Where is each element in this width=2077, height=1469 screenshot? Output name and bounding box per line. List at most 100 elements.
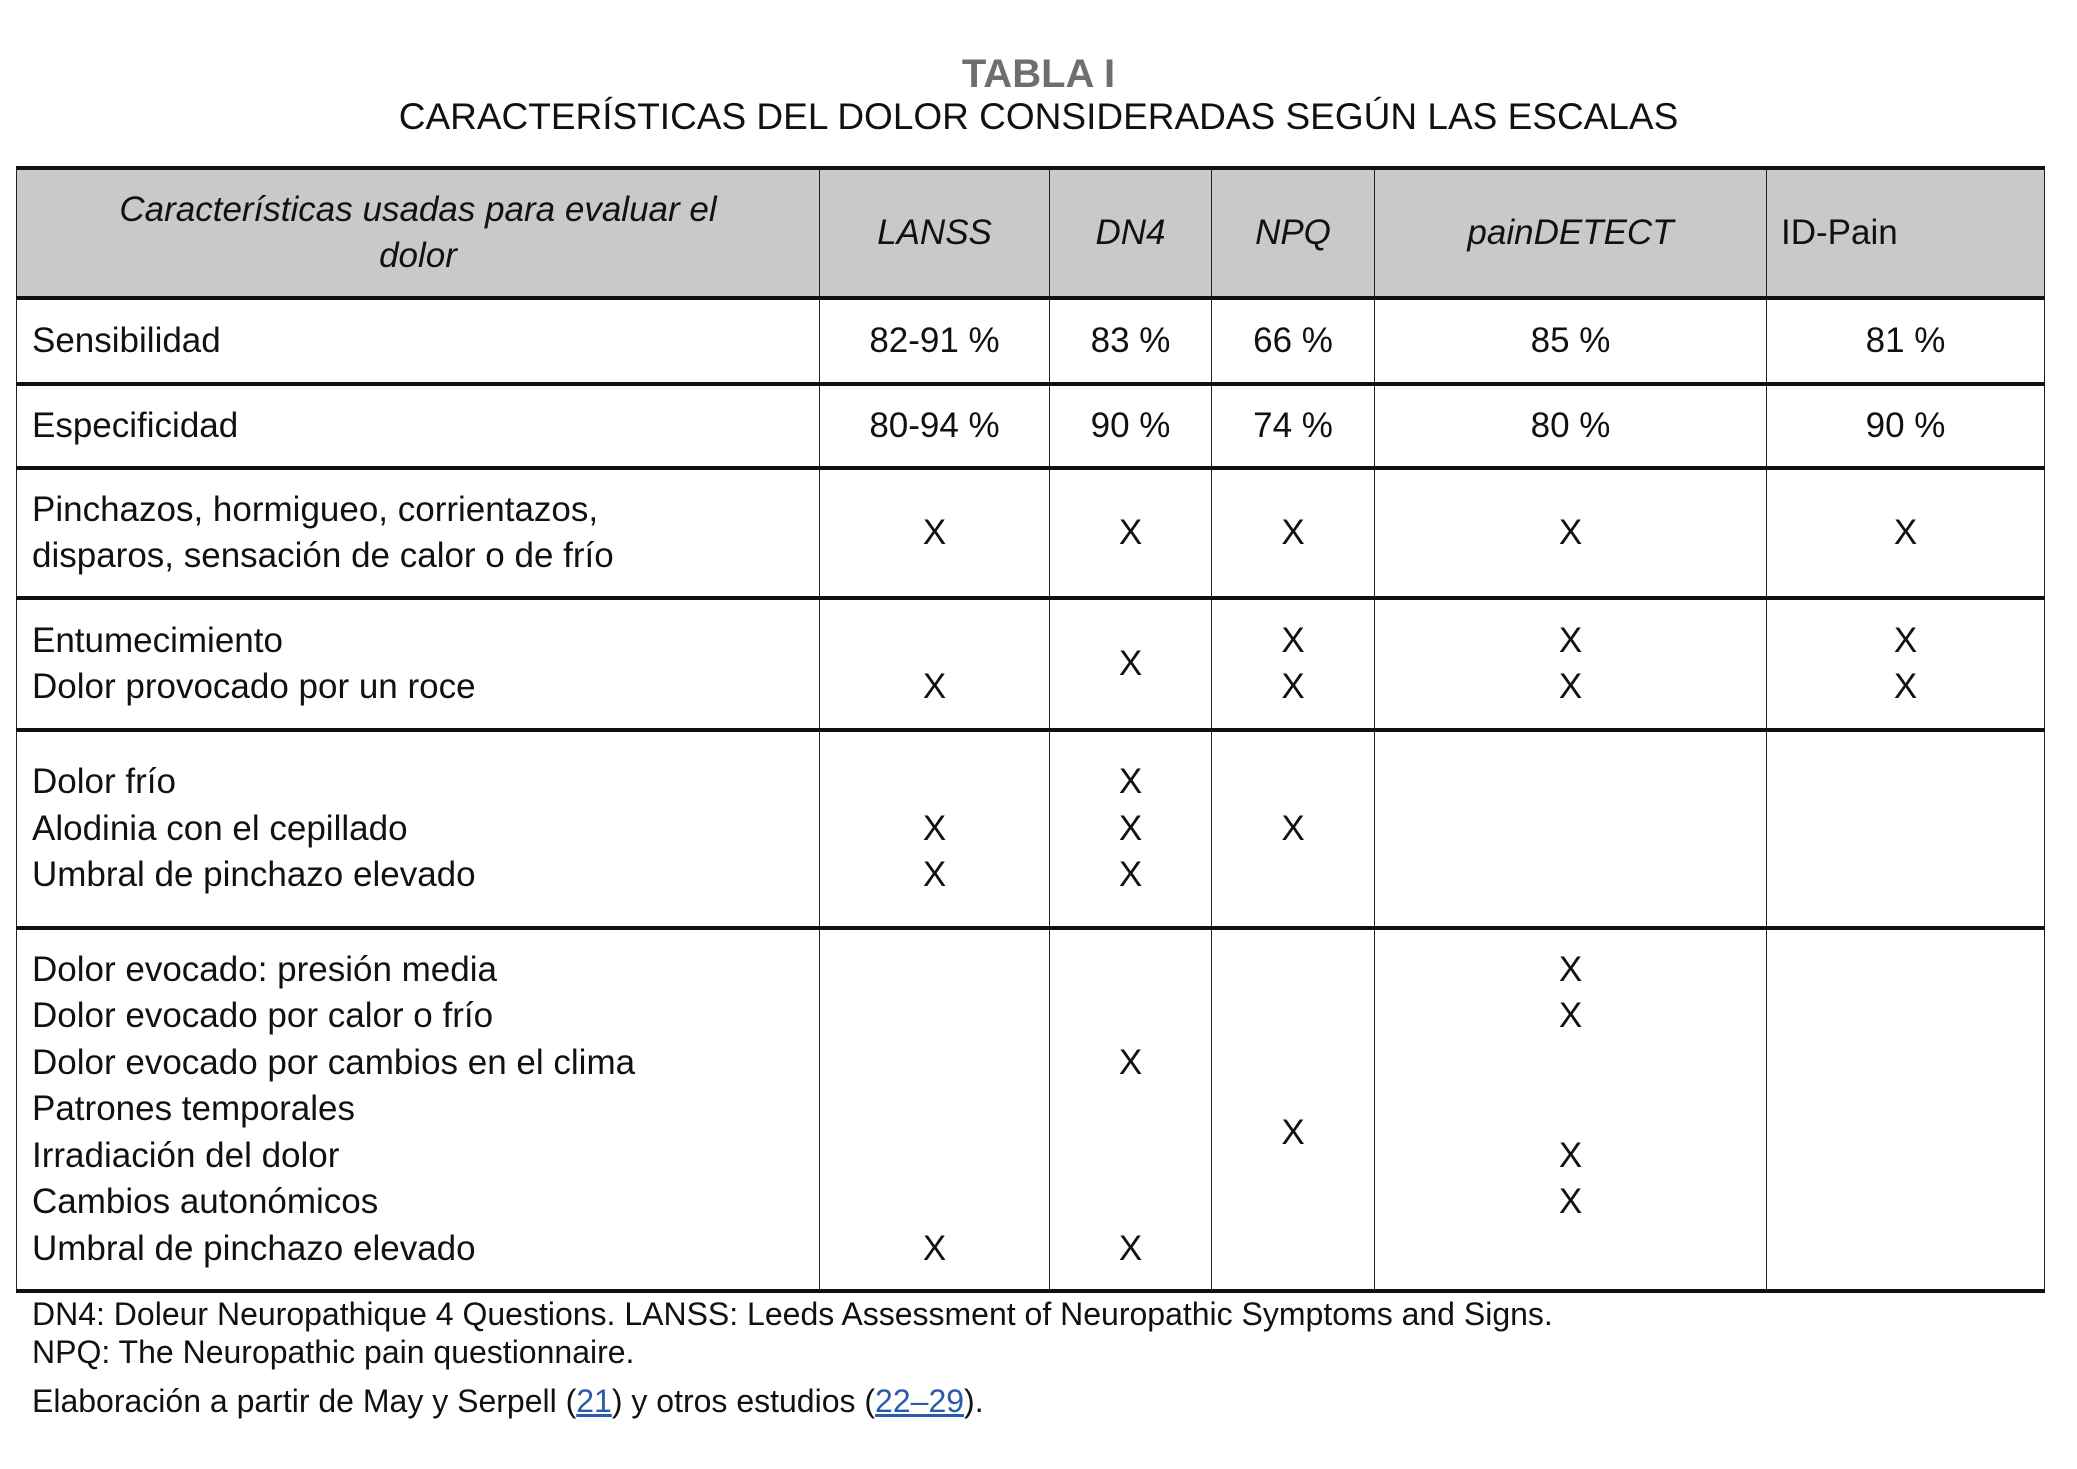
table-row: Dolor evocado: presión media Dolor evocad… — [16, 926, 2045, 1293]
cell-value — [820, 759, 1049, 806]
cell-id-pain — [1766, 728, 2045, 930]
cell-npq: 66 % — [1211, 296, 1375, 386]
header-paindetect: painDETECT — [1374, 166, 1767, 300]
cell-value — [820, 1133, 1049, 1180]
check-mark: X — [1281, 620, 1305, 660]
cell-paindetect: 80 % — [1374, 382, 1767, 470]
row-label: Dolor evocado: presión media Dolor evocad… — [16, 926, 820, 1293]
cell-value: 90 % — [1090, 405, 1171, 445]
header-id-pain: ID-Pain — [1766, 166, 2045, 300]
cell-value — [820, 618, 1049, 665]
row-label: Sensibilidad — [16, 296, 820, 386]
check-mark: X — [1118, 855, 1143, 895]
cell-dn4: X — [1049, 596, 1212, 732]
cell-value: 81 % — [1865, 320, 1946, 360]
check-mark: X — [1281, 808, 1305, 848]
table-title: TABLA I — [961, 52, 1116, 96]
check-mark: X — [1558, 620, 1583, 660]
check-mark: X — [1558, 1182, 1583, 1222]
cell-value — [820, 993, 1049, 1040]
footnote-source: Elaboración a partir de May y Serpell (2… — [32, 1383, 984, 1419]
check-mark: X — [1281, 512, 1305, 552]
table-row: Sensibilidad 82-91 % 83 % 66 % 85 % 81 % — [16, 296, 2045, 386]
check-mark: X — [1558, 1135, 1583, 1175]
cell-value: 80-94 % — [869, 405, 1000, 445]
check-mark: X — [922, 808, 947, 848]
cell-value — [820, 947, 1049, 994]
table-row: Entumecimiento Dolor provocado por un roc… — [16, 596, 2045, 732]
row-label: Dolor frío Alodinia con el cepillado Umbra… — [16, 728, 820, 930]
table-header-row: Características usadas para evaluar el d… — [16, 166, 2045, 300]
cell-value — [1050, 1133, 1211, 1180]
check-mark: X — [922, 855, 947, 895]
cell-value — [820, 1179, 1049, 1226]
cell-lanss: 80-94 % — [819, 382, 1050, 470]
check-mark: X — [1281, 667, 1305, 706]
check-mark: X — [1893, 512, 1918, 552]
header-dn4: DN4 — [1049, 166, 1212, 300]
header-npq: NPQ — [1211, 166, 1375, 300]
cell-value — [1375, 1226, 1766, 1273]
cell-value: 82-91 % — [869, 320, 1000, 360]
check-mark: X — [1118, 762, 1143, 802]
cell-value: 85 % — [1530, 320, 1611, 360]
cell-paindetect: 85 % — [1374, 296, 1767, 386]
cell-value — [1050, 947, 1211, 994]
table-row: Dolor frío Alodinia con el cepillado Umbra… — [16, 728, 2045, 930]
check-mark: X — [1118, 1042, 1143, 1082]
check-mark: X — [1558, 667, 1583, 706]
check-mark: X — [1118, 808, 1143, 848]
cell-id-pain: 90 % — [1766, 382, 2045, 470]
pain-scales-table: Características usadas para evaluar el d… — [16, 166, 2045, 1293]
check-mark: X — [922, 512, 947, 552]
cell-npq: X — [1211, 466, 1375, 600]
footnote-abbreviations-2: NPQ: The Neuropathic pain questionnaire. — [32, 1334, 635, 1370]
check-mark: X — [1893, 667, 1918, 706]
cell-value: 90 % — [1865, 405, 1946, 445]
header-lanss: LANSS — [819, 166, 1050, 300]
cell-value — [1050, 1179, 1211, 1226]
check-mark: X — [922, 1228, 947, 1268]
cell-lanss: X — [819, 926, 1050, 1293]
cell-npq: X — [1211, 728, 1375, 930]
cell-value — [1050, 1086, 1211, 1133]
cell-dn4: 90 % — [1049, 382, 1212, 470]
check-mark: X — [922, 667, 947, 706]
check-mark: X — [1118, 643, 1143, 683]
row-label: Pinchazos, hormigueo, corrientazos, dispa… — [16, 466, 820, 600]
table-row: Especificidad 80-94 % 90 % 74 % 80 % 90 % — [16, 382, 2045, 470]
cell-id-pain — [1766, 926, 2045, 1293]
cell-value: 80 % — [1530, 405, 1611, 445]
cell-value — [1050, 993, 1211, 1040]
cell-value — [820, 1040, 1049, 1087]
footnote-abbreviations-1: DN4: Doleur Neuropathique 4 Questions. L… — [32, 1296, 1553, 1332]
cell-paindetect — [1374, 728, 1767, 930]
check-mark: X — [1893, 620, 1918, 660]
table-subtitle: CARACTERÍSTICAS DEL DOLOR CONSIDERADAS S… — [398, 96, 1679, 137]
cell-lanss: X — [819, 596, 1050, 732]
check-mark: X — [1558, 996, 1583, 1036]
cell-value: 74 % — [1253, 405, 1333, 445]
cell-value — [1375, 1040, 1766, 1087]
table-row: Pinchazos, hormigueo, corrientazos, dispa… — [16, 466, 2045, 600]
reference-link-21[interactable]: 21 — [576, 1383, 612, 1419]
cell-dn4: X — [1049, 466, 1212, 600]
cell-id-pain: 81 % — [1766, 296, 2045, 386]
header-characteristics: Características usadas para evaluar el d… — [16, 166, 820, 300]
cell-paindetect: X — [1374, 466, 1767, 600]
cell-dn4: 83 % — [1049, 296, 1212, 386]
check-mark: X — [1281, 1113, 1305, 1153]
check-mark: X — [1118, 1228, 1143, 1268]
check-mark: X — [1118, 512, 1143, 552]
reference-link-22-29[interactable]: 22–29 — [875, 1383, 965, 1419]
cell-npq: X — [1211, 926, 1375, 1293]
row-label: Especificidad — [16, 382, 820, 470]
cell-lanss: 82-91 % — [819, 296, 1050, 386]
row-label: Entumecimiento Dolor provocado por un roc… — [16, 596, 820, 732]
